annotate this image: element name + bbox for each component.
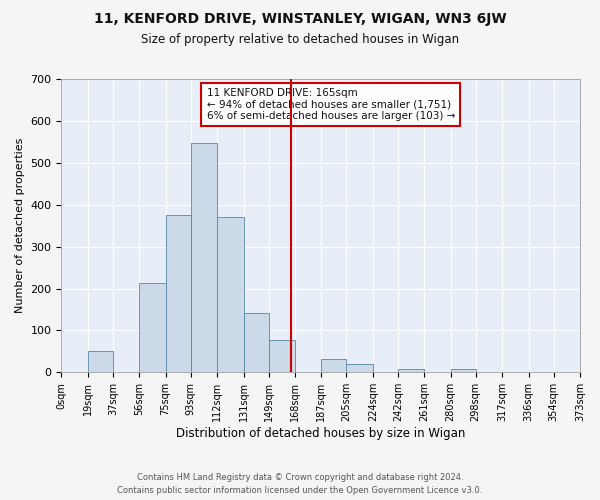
Text: Contains public sector information licensed under the Open Government Licence v3: Contains public sector information licen… xyxy=(118,486,482,495)
Bar xyxy=(269,340,295,372)
Bar xyxy=(346,364,373,372)
Text: 11, KENFORD DRIVE, WINSTANLEY, WIGAN, WN3 6JW: 11, KENFORD DRIVE, WINSTANLEY, WIGAN, WN… xyxy=(94,12,506,26)
Bar xyxy=(166,215,191,372)
Text: 11 KENFORD DRIVE: 165sqm
← 94% of detached houses are smaller (1,751)
6% of semi: 11 KENFORD DRIVE: 165sqm ← 94% of detach… xyxy=(206,88,455,121)
Bar xyxy=(191,142,217,372)
Bar xyxy=(217,218,244,372)
Bar xyxy=(88,350,113,372)
Text: Size of property relative to detached houses in Wigan: Size of property relative to detached ho… xyxy=(141,32,459,46)
Bar xyxy=(451,368,476,372)
Bar xyxy=(398,368,424,372)
X-axis label: Distribution of detached houses by size in Wigan: Distribution of detached houses by size … xyxy=(176,427,466,440)
Y-axis label: Number of detached properties: Number of detached properties xyxy=(15,138,25,314)
Bar xyxy=(244,313,269,372)
Bar xyxy=(322,358,346,372)
Bar xyxy=(139,283,166,372)
Text: Contains HM Land Registry data © Crown copyright and database right 2024.: Contains HM Land Registry data © Crown c… xyxy=(137,472,463,482)
